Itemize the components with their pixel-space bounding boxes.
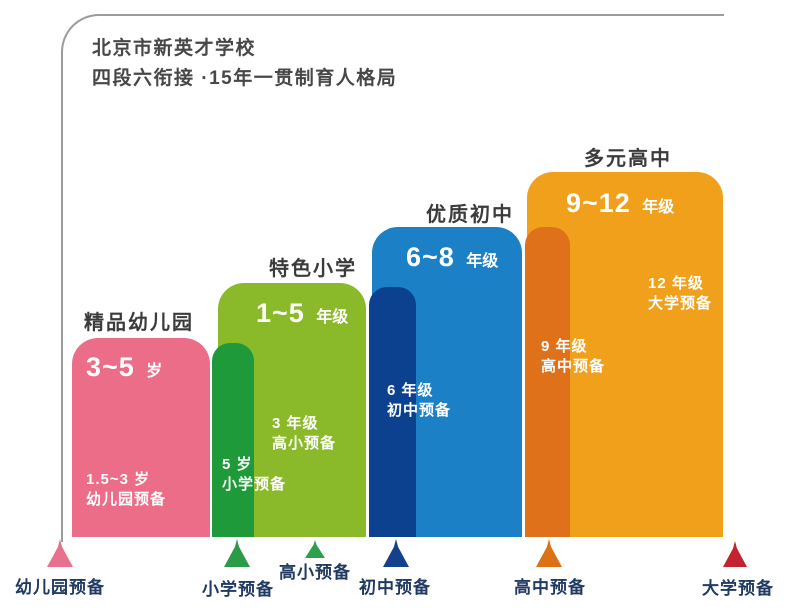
range-unit: 岁 [146,363,163,380]
milestone-arrow-icon [47,539,73,567]
stage-title-primary: 特色小学 [269,258,357,280]
school-name: 北京市新英才学校 [92,38,257,59]
prep-college: 12 年级 大学预备 [648,274,712,314]
range-kindergarten: 3~5 岁 [86,352,162,383]
range-unit: 年级 [466,253,499,270]
milestone-arrow-icon [723,541,747,567]
strip-middle-prep [369,287,416,537]
header-subtitle: 四段六衔接 ·15年一贯制育人格局 [92,68,398,89]
range-num: 1~5 [256,298,305,328]
prep-primary-upper: 3 年级 高小预备 [272,414,336,454]
milestone-label-college-prep: 大学预备 [702,579,774,598]
prep-line2: 小学预备 [222,476,287,493]
range-middle-school: 6~8 年级 [406,242,498,273]
range-high-school: 9~12 年级 [566,188,674,219]
milestone-label-high-prep: 高中预备 [514,578,586,597]
prep-line2: 初中预备 [387,402,452,419]
milestone-arrow-icon [383,539,409,567]
prep-line2: 高中预备 [541,358,606,375]
prep-kindergarten: 1.5~3 岁 幼儿园预备 [86,470,166,510]
milestone-label-upper-primary-prep: 高小预备 [279,563,351,582]
range-unit: 年级 [316,309,349,326]
milestone-arrow-icon [224,539,250,567]
prep-strip-middle: 6 年级 初中预备 [387,381,451,421]
prep-line1: 5 岁 [222,456,253,473]
prep-line1: 9 年级 [541,338,588,355]
range-primary: 1~5 年级 [256,298,348,329]
strip-primary-prep [212,343,254,537]
stage-title-high-school: 多元高中 [584,148,672,170]
stage-title-middle-school: 优质初中 [426,204,514,226]
range-unit: 年级 [642,199,675,216]
prep-line2: 高小预备 [272,435,337,452]
prep-line1: 1.5~3 岁 [86,471,151,488]
prep-line1: 3 年级 [272,415,319,432]
prep-line1: 6 年级 [387,382,434,399]
range-num: 6~8 [406,242,455,272]
strip-high-prep [525,227,570,537]
range-num: 9~12 [566,188,631,218]
prep-line2: 大学预备 [648,295,713,312]
prep-line2: 幼儿园预备 [86,491,167,508]
prep-strip-primary: 5 岁 小学预备 [222,455,286,495]
prep-line1: 12 年级 [648,275,704,292]
milestone-label-primary-prep: 小学预备 [202,580,274,599]
prep-strip-high: 9 年级 高中预备 [541,337,605,377]
bar-kindergarten [72,338,210,537]
milestone-arrow-icon [305,540,325,558]
milestone-label-kindergarten-prep: 幼儿园预备 [15,578,105,597]
range-num: 3~5 [86,352,135,382]
milestone-label-middle-prep: 初中预备 [359,578,431,597]
milestone-arrow-icon [536,539,562,567]
header: 北京市新英才学校 四段六衔接 ·15年一贯制育人格局 [92,34,397,94]
stage-title-kindergarten: 精品幼儿园 [84,312,194,334]
